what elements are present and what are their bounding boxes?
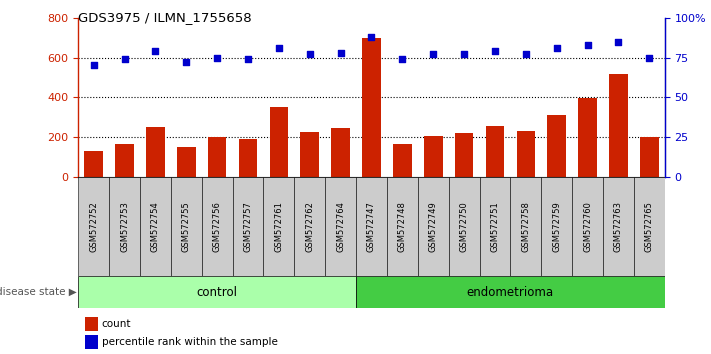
Bar — [486, 126, 504, 177]
Bar — [294, 177, 325, 276]
Bar — [269, 107, 288, 177]
Bar — [146, 127, 165, 177]
Point — [520, 51, 532, 57]
Bar — [393, 144, 412, 177]
Bar — [171, 177, 202, 276]
Bar — [115, 144, 134, 177]
Bar — [449, 177, 479, 276]
Bar — [362, 38, 381, 177]
Bar — [578, 98, 597, 177]
Bar — [78, 177, 109, 276]
Point — [397, 56, 408, 62]
Text: count: count — [102, 319, 131, 329]
Bar — [140, 177, 171, 276]
Point — [365, 34, 377, 40]
Bar — [264, 177, 294, 276]
Text: control: control — [197, 286, 237, 298]
Text: percentile rank within the sample: percentile rank within the sample — [102, 337, 277, 347]
Bar — [331, 128, 350, 177]
Bar — [356, 177, 387, 276]
Text: GSM572757: GSM572757 — [243, 201, 252, 252]
Text: GSM572755: GSM572755 — [182, 201, 191, 252]
Bar — [455, 133, 474, 177]
Point — [211, 55, 223, 60]
Text: endometrioma: endometrioma — [467, 286, 554, 298]
Text: GSM572747: GSM572747 — [367, 201, 376, 252]
Text: GSM572748: GSM572748 — [398, 201, 407, 252]
Point — [119, 56, 130, 62]
Point — [304, 51, 316, 57]
Bar — [609, 74, 628, 177]
Bar — [356, 276, 665, 308]
Point — [88, 63, 100, 68]
Bar — [479, 177, 510, 276]
Bar — [424, 136, 442, 177]
Point — [551, 45, 562, 51]
Point — [273, 45, 284, 51]
Point — [582, 42, 593, 47]
Text: GSM572750: GSM572750 — [459, 201, 469, 252]
Text: GSM572762: GSM572762 — [305, 201, 314, 252]
Bar — [634, 177, 665, 276]
Bar — [517, 131, 535, 177]
Text: GSM572764: GSM572764 — [336, 201, 345, 252]
Point — [150, 48, 161, 54]
Bar — [541, 177, 572, 276]
Text: GSM572752: GSM572752 — [89, 201, 98, 252]
Text: GSM572754: GSM572754 — [151, 201, 160, 252]
Bar — [301, 132, 319, 177]
Bar — [232, 177, 264, 276]
Bar — [239, 139, 257, 177]
Text: GSM572756: GSM572756 — [213, 201, 222, 252]
Bar — [572, 177, 603, 276]
Bar — [78, 276, 356, 308]
Text: GSM572765: GSM572765 — [645, 201, 654, 252]
Bar — [547, 115, 566, 177]
Text: GSM572759: GSM572759 — [552, 201, 561, 252]
Text: GDS3975 / ILMN_1755658: GDS3975 / ILMN_1755658 — [78, 11, 252, 24]
Text: disease state ▶: disease state ▶ — [0, 287, 77, 297]
Point — [242, 56, 254, 62]
Text: GSM572763: GSM572763 — [614, 201, 623, 252]
Bar — [510, 177, 541, 276]
Text: GSM572749: GSM572749 — [429, 201, 438, 252]
Bar — [418, 177, 449, 276]
Bar — [202, 177, 232, 276]
Bar — [325, 177, 356, 276]
Bar — [640, 137, 658, 177]
Point — [489, 48, 501, 54]
Text: GSM572753: GSM572753 — [120, 201, 129, 252]
Point — [427, 51, 439, 57]
Bar — [109, 177, 140, 276]
Point — [459, 51, 470, 57]
Text: GSM572760: GSM572760 — [583, 201, 592, 252]
Bar — [603, 177, 634, 276]
Point — [643, 55, 655, 60]
Point — [613, 39, 624, 44]
Point — [335, 50, 346, 56]
Text: GSM572758: GSM572758 — [521, 201, 530, 252]
Bar — [85, 151, 103, 177]
Text: GSM572761: GSM572761 — [274, 201, 284, 252]
Bar — [208, 137, 226, 177]
Bar — [177, 147, 196, 177]
Point — [181, 59, 192, 65]
Bar — [387, 177, 418, 276]
Text: GSM572751: GSM572751 — [491, 201, 500, 252]
